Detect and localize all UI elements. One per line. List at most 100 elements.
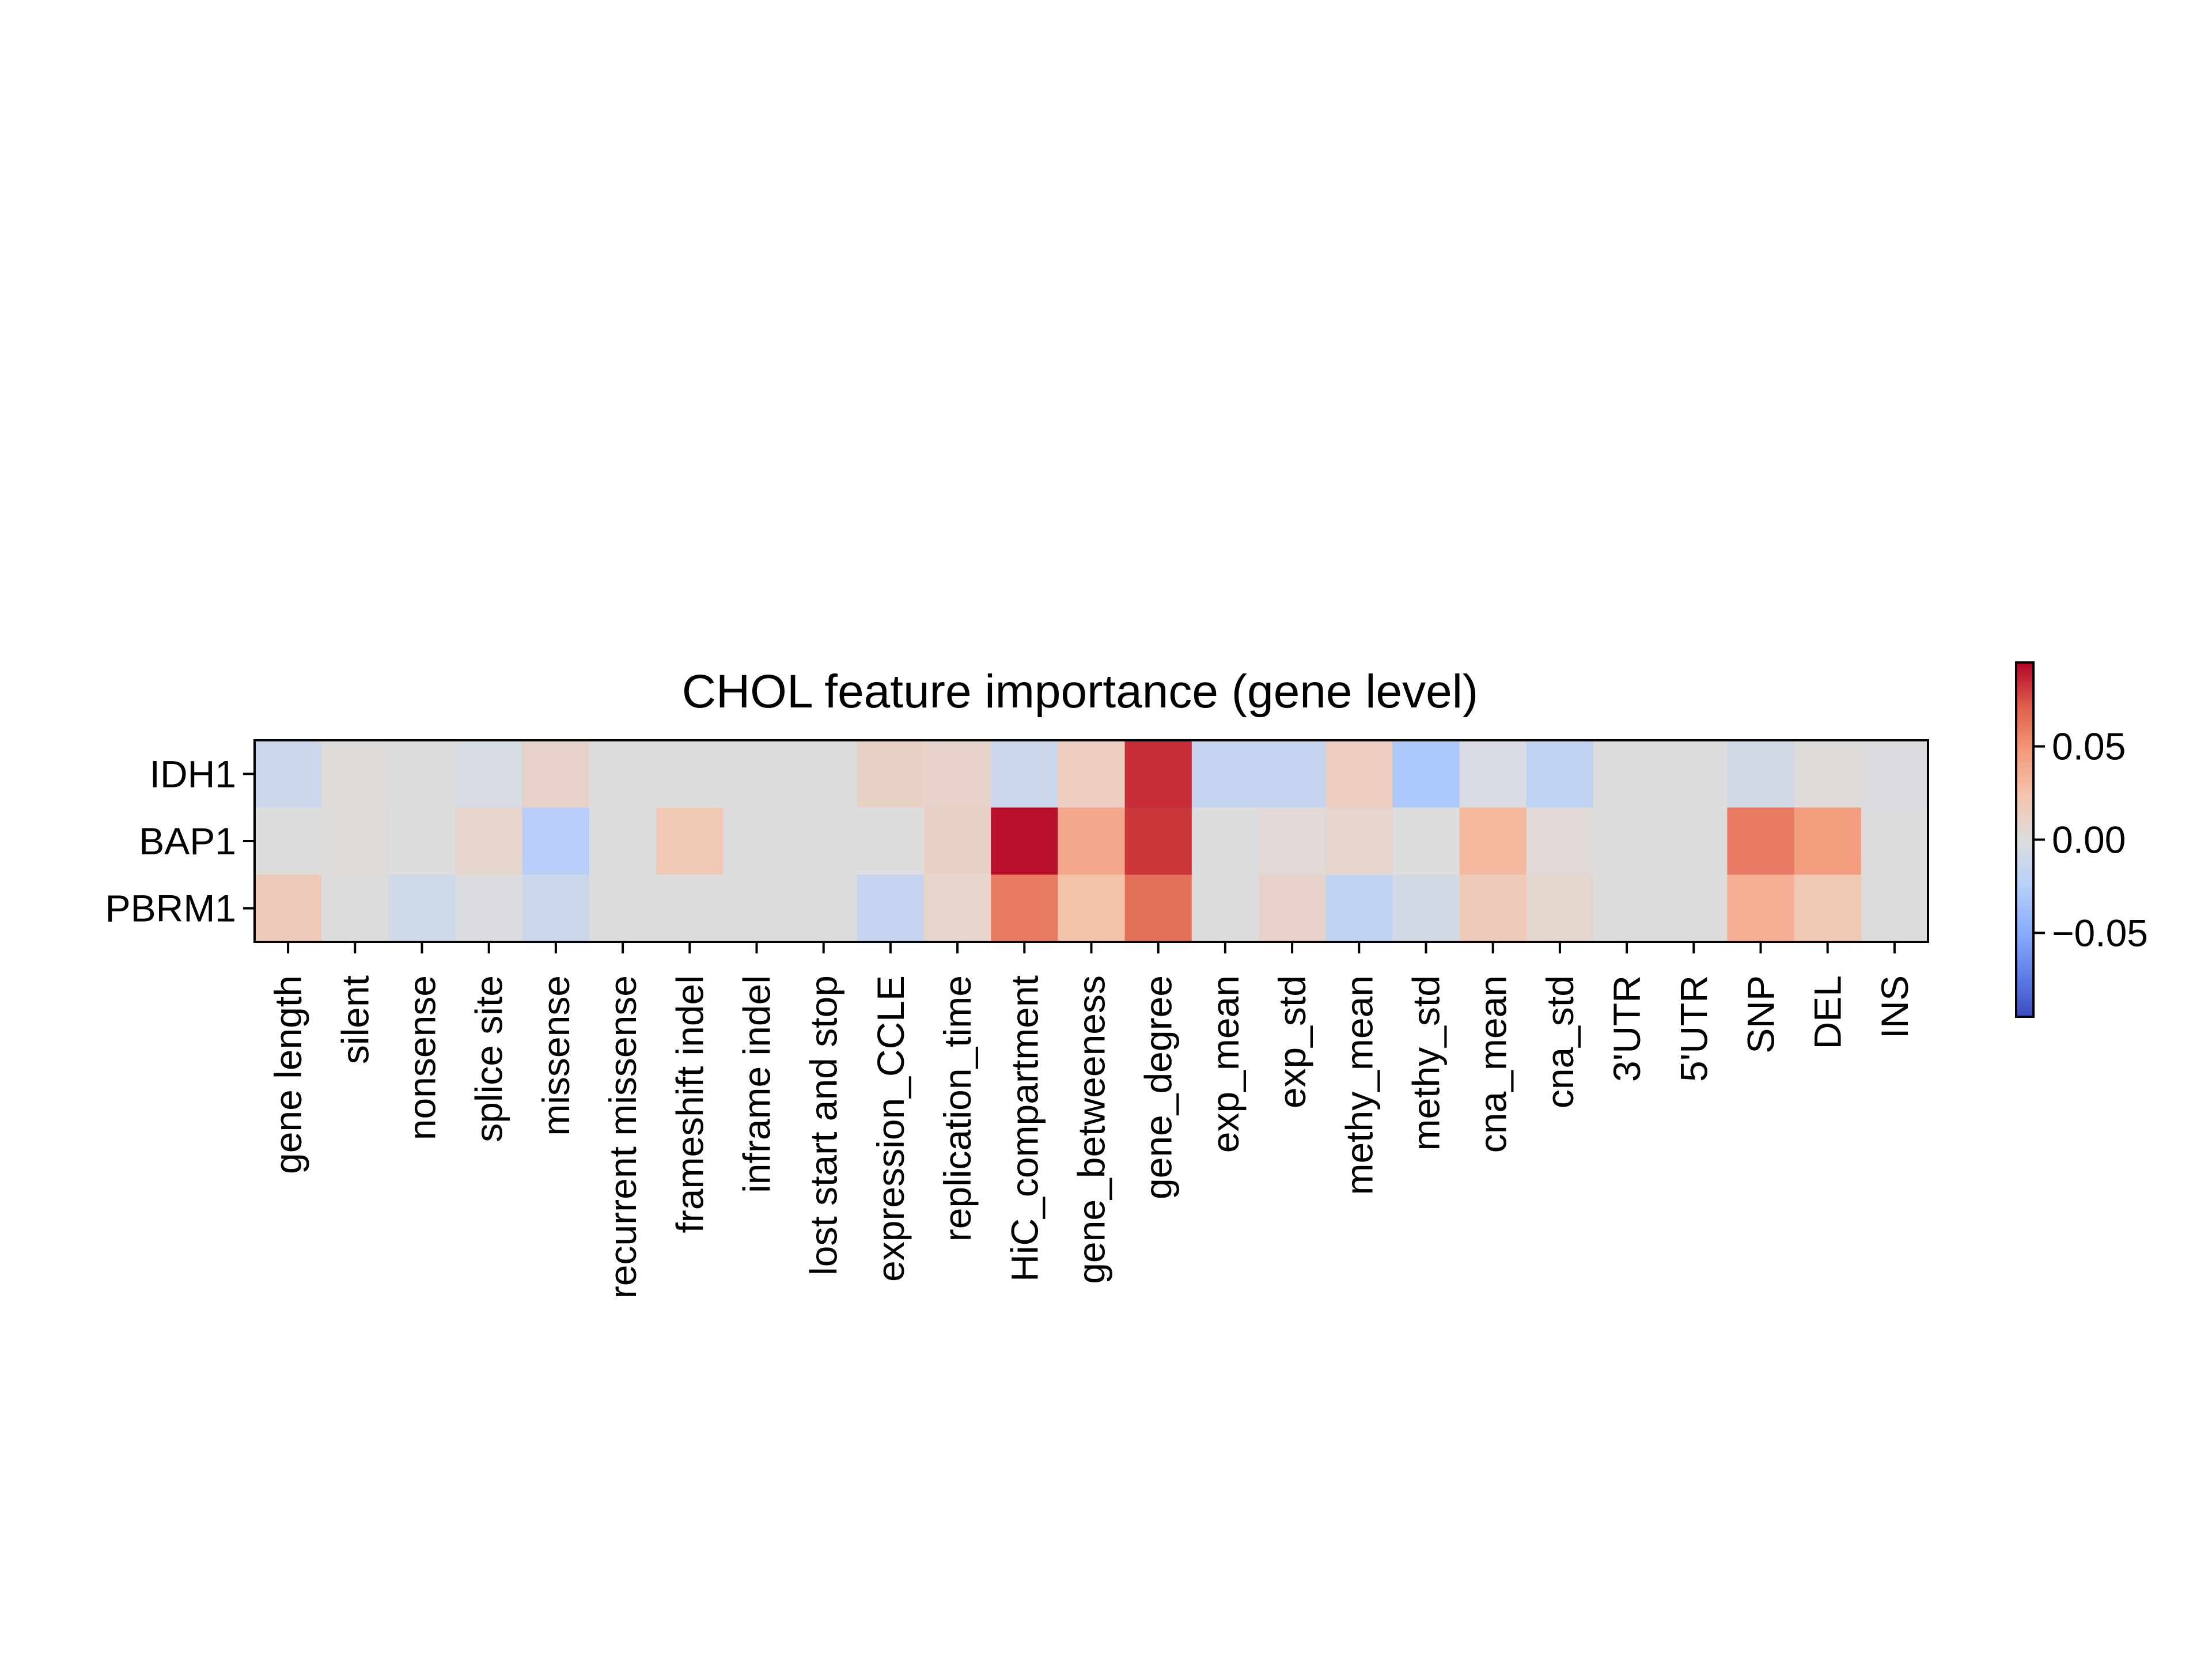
x-tick-label: 3'UTR: [1605, 975, 1648, 1082]
heatmap-cell: [321, 807, 389, 875]
heatmap-cell: [1191, 874, 1259, 942]
colorbar: 0.05 0.00 −0.05: [2015, 661, 2148, 1018]
x-tick-label: gene_betweeness: [1070, 975, 1113, 1284]
x-tick-label: cna_mean: [1472, 975, 1514, 1153]
heatmap-cell: [790, 740, 858, 808]
y-tick-label: PBRM1: [105, 887, 236, 930]
heatmap-cell: [388, 874, 456, 942]
heatmap-cell: [857, 874, 925, 942]
heatmap-cell: [1660, 740, 1728, 808]
heatmap-cell: [1727, 807, 1795, 875]
x-tick-label: missense: [535, 975, 577, 1136]
heatmap-cell: [1124, 874, 1192, 942]
x-tick-label: gene length: [267, 975, 309, 1174]
x-tick-label: exp_mean: [1204, 975, 1247, 1153]
heatmap-cell: [723, 807, 791, 875]
heatmap-cell: [1058, 807, 1126, 875]
heatmap-cell: [1259, 740, 1326, 808]
heatmap-cell: [1526, 874, 1594, 942]
heatmap-cells: [255, 740, 1929, 942]
heatmap-cell: [1259, 807, 1326, 875]
x-tick-label: expression_CCLE: [869, 975, 912, 1282]
x-tick-label: INS: [1873, 975, 1916, 1039]
x-tick-label: nonsense: [401, 975, 444, 1140]
heatmap-cell: [1593, 874, 1661, 942]
heatmap-cell: [522, 874, 590, 942]
heatmap-cell: [1058, 874, 1126, 942]
heatmap-cell: [255, 740, 322, 808]
heatmap-cell: [1526, 740, 1594, 808]
heatmap-cell: [388, 807, 456, 875]
colorbar-gradient: [2016, 662, 2033, 1017]
heatmap-cell: [522, 740, 590, 808]
heatmap-cell: [656, 740, 724, 808]
heatmap-cell: [1593, 740, 1661, 808]
x-tick-label: recurrent missense: [601, 975, 644, 1298]
heatmap-cell: [1660, 807, 1728, 875]
heatmap-cell: [1392, 807, 1460, 875]
heatmap-cell: [1459, 807, 1527, 875]
heatmap-cell: [1392, 740, 1460, 808]
heatmap-cell: [1861, 874, 1929, 942]
heatmap-cell: [857, 740, 925, 808]
heatmap-cell: [1794, 740, 1862, 808]
x-tick-label: exp_std: [1271, 975, 1313, 1108]
x-tick-label: cna_std: [1539, 975, 1581, 1108]
heatmap-cell: [656, 874, 724, 942]
heatmap-cell: [991, 740, 1058, 808]
x-tick-label: silent: [334, 975, 376, 1064]
heatmap-cell: [589, 740, 657, 808]
heatmap-cell: [321, 874, 389, 942]
y-tick-label: IDH1: [150, 752, 236, 795]
heatmap-cell: [924, 874, 991, 942]
heatmap-cell: [1727, 874, 1795, 942]
heatmap-cell: [1794, 807, 1862, 875]
x-axis: gene length silent nonsense splice site miss…: [267, 942, 1916, 1298]
heatmap-cell: [857, 807, 925, 875]
x-tick-label: DEL: [1806, 975, 1849, 1049]
heatmap-cell: [924, 807, 991, 875]
heatmap-cell: [723, 874, 791, 942]
chart-title: CHOL feature importance (gene level): [682, 665, 1479, 718]
heatmap-cell: [1392, 874, 1460, 942]
heatmap-cell: [1191, 740, 1259, 808]
heatmap-cell: [388, 740, 456, 808]
heatmap-cell: [589, 874, 657, 942]
colorbar-tick-label: 0.00: [2052, 819, 2126, 861]
heatmap-cell: [1861, 807, 1929, 875]
heatmap-cell: [656, 807, 724, 875]
x-tick-label: SNP: [1740, 975, 1782, 1054]
colorbar-tick-label: −0.05: [2052, 911, 2148, 954]
x-tick-label: frameshift indel: [668, 975, 711, 1233]
x-tick-label: lost start and stop: [802, 975, 845, 1275]
heatmap-cell: [321, 740, 389, 808]
x-tick-label: methy_std: [1405, 975, 1448, 1150]
heatmap-cell: [1325, 740, 1393, 808]
x-tick-label: gene_degree: [1137, 975, 1180, 1199]
heatmap-cell: [455, 874, 523, 942]
x-tick-label: HiC_compartment: [1003, 975, 1046, 1282]
y-tick-label: BAP1: [139, 820, 236, 862]
heatmap-cell: [1459, 740, 1527, 808]
heatmap-cell: [455, 740, 523, 808]
heatmap-cell: [1727, 740, 1795, 808]
heatmap-cell: [1459, 874, 1527, 942]
x-tick-label: replication_time: [936, 975, 979, 1241]
heatmap-cell: [991, 874, 1058, 942]
heatmap-cell: [1861, 740, 1929, 808]
heatmap-cell: [790, 807, 858, 875]
x-tick-label: splice site: [468, 975, 510, 1142]
heatmap-cell: [924, 740, 991, 808]
heatmap-cell: [1259, 874, 1326, 942]
heatmap-cell: [455, 807, 523, 875]
heatmap-cell: [1660, 874, 1728, 942]
colorbar-tick-label: 0.05: [2052, 725, 2126, 768]
heatmap-cell: [1058, 740, 1126, 808]
x-tick-label: methy_mean: [1338, 975, 1380, 1195]
heatmap-cell: [255, 874, 322, 942]
heatmap-cell: [589, 807, 657, 875]
heatmap-cell: [1191, 807, 1259, 875]
heatmap-cell: [255, 807, 322, 875]
